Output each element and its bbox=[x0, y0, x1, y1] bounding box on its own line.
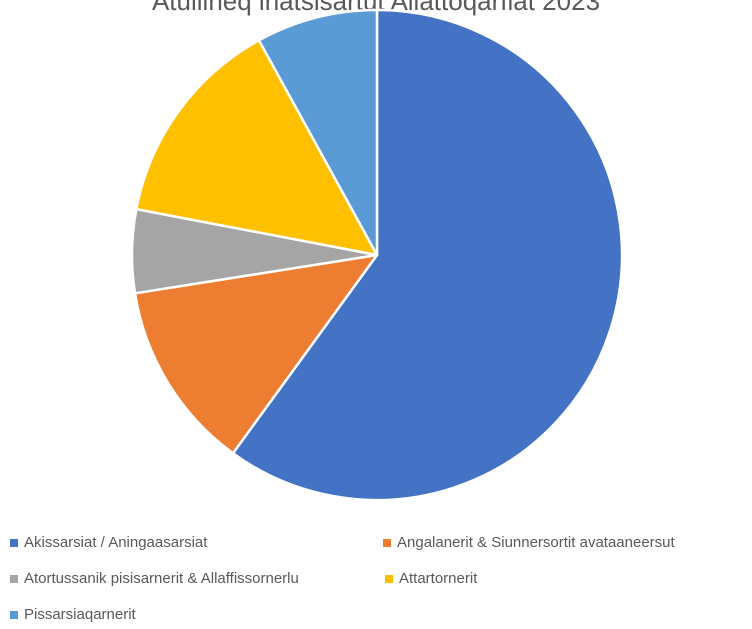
legend-label: Attartornerit bbox=[399, 570, 478, 587]
chart-legend: Akissarsiat / Aningaasarsiat Angalanerit… bbox=[0, 526, 752, 626]
legend-item-angalanerit: Angalanerit & Siunnersortit avataaneersu… bbox=[383, 534, 675, 551]
legend-item-pissarsiaqarnerit: Pissarsiaqarnerit bbox=[10, 606, 136, 623]
pie-chart bbox=[130, 8, 624, 502]
legend-swatch bbox=[385, 574, 393, 583]
legend-item-attartornerit: Attartornerit bbox=[385, 570, 477, 587]
legend-item-atortussanik: Atortussanik pisisarnerit & Allaffissorn… bbox=[10, 570, 299, 587]
legend-label: Akissarsiat / Aningaasarsiat bbox=[24, 534, 208, 551]
legend-swatch bbox=[383, 538, 391, 547]
legend-swatch bbox=[10, 538, 18, 547]
legend-label: Atortussanik pisisarnerit & Allaffissorn… bbox=[24, 570, 299, 587]
slice-attartornerit bbox=[135, 39, 379, 257]
legend-label: Angalanerit & Siunnersortit avataaneersu… bbox=[397, 534, 675, 551]
legend-label: Pissarsiaqarnerit bbox=[24, 606, 136, 623]
slice-angalanerit bbox=[133, 253, 379, 455]
legend-swatch bbox=[10, 610, 18, 619]
legend-item-akissarsiat: Akissarsiat / Aningaasarsiat bbox=[10, 534, 207, 551]
slice-pissarsiaqarnerit bbox=[257, 8, 379, 257]
legend-swatch bbox=[10, 574, 18, 583]
slice-akissarsiat bbox=[231, 8, 624, 502]
chart-title: Atuilineq inatsisartut Allattoqarfiat 20… bbox=[151, 0, 601, 16]
